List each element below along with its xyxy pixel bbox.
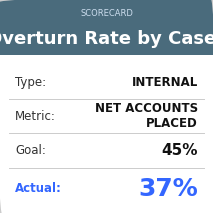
FancyBboxPatch shape <box>0 55 213 213</box>
Text: NET ACCOUNTS
PLACED: NET ACCOUNTS PLACED <box>95 102 198 130</box>
Text: 37%: 37% <box>138 177 198 200</box>
FancyBboxPatch shape <box>0 0 213 70</box>
Text: Goal:: Goal: <box>15 144 46 157</box>
Text: INTERNAL: INTERNAL <box>132 75 198 89</box>
Text: Overturn Rate by Cases: Overturn Rate by Cases <box>0 30 213 48</box>
Text: 45%: 45% <box>162 143 198 158</box>
Text: Metric:: Metric: <box>15 109 56 123</box>
Text: Type:: Type: <box>15 75 46 89</box>
Text: SCORECARD: SCORECARD <box>80 9 133 18</box>
Text: Actual:: Actual: <box>15 182 62 195</box>
